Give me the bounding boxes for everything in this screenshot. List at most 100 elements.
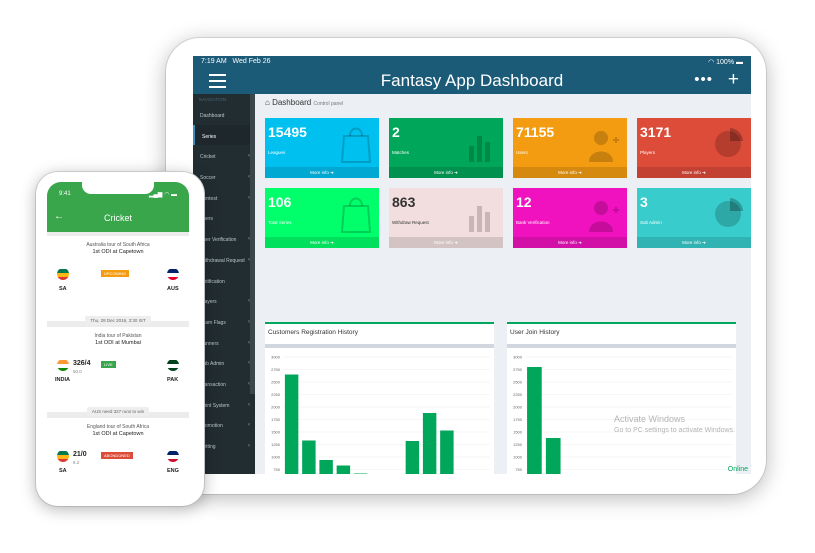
sidebar-item[interactable]: Notification	[193, 270, 255, 291]
arrow-circle-icon: ➜	[454, 240, 458, 245]
sidebar-item[interactable]: Users	[193, 207, 255, 228]
bag-icon	[340, 192, 372, 234]
dashboard-icon: ⌂	[265, 98, 270, 107]
sidebar-item[interactable]: Soccer ‹	[193, 166, 255, 187]
chart-bar[interactable]	[353, 473, 368, 475]
sidebar-scrollbar[interactable]	[250, 94, 255, 394]
team2-flag-icon	[167, 450, 179, 462]
sidebar-item-label: Transaction	[200, 381, 226, 388]
more-menu-button[interactable]: •••	[694, 71, 713, 88]
tablet-status-bar: 7:19 AM Wed Feb 26 ◠ 100% ▬	[193, 56, 751, 68]
more-info-link[interactable]: More info ➜	[637, 237, 751, 248]
y-tick-label: 2000	[271, 405, 281, 410]
sidebar-item[interactable]: Series	[193, 124, 255, 146]
chart-bar[interactable]	[319, 460, 333, 474]
y-tick-label: 1000	[513, 455, 523, 460]
back-arrow-icon[interactable]: ←	[54, 211, 64, 222]
stat-value: 15495	[268, 124, 307, 140]
team2-flag-icon	[167, 359, 179, 371]
stat-box: 12 Bank Verification More info ➜	[513, 188, 627, 248]
chart-bar[interactable]	[440, 430, 454, 475]
chart-bar[interactable]	[422, 413, 437, 474]
sidebar-item[interactable]: User Verification ‹	[193, 228, 255, 249]
user-join-history-panel: User Join History 0250500750100012501500…	[507, 322, 736, 474]
more-info-label: More info	[558, 170, 577, 175]
y-tick-label: 2250	[271, 392, 281, 397]
more-info-link[interactable]: More info ➜	[513, 167, 627, 178]
more-info-link[interactable]: More info ➜	[389, 237, 503, 248]
match-card[interactable]: Australia tour of South Africa 1st ODI at…	[47, 236, 189, 325]
sidebar-item[interactable]: Banners ‹	[193, 332, 255, 353]
add-button[interactable]: +	[727, 69, 739, 90]
battery-icon: ▬	[736, 59, 743, 66]
y-tick-label: 2250	[513, 392, 523, 397]
chevron-left-icon: ‹	[248, 360, 250, 367]
chevron-left-icon: ‹	[248, 422, 250, 429]
sidebar-item-label: Setting	[200, 444, 216, 450]
stat-label: Sub Admin	[640, 220, 662, 225]
chart-bar[interactable]	[336, 465, 351, 475]
stat-label: Matches	[392, 150, 410, 155]
chart-bar[interactable]	[284, 374, 299, 475]
sidebar-item-label: Banners	[200, 340, 219, 347]
match-name: 1st ODI at Capetown	[92, 431, 144, 437]
wifi-icon: ◠	[708, 59, 715, 66]
sidebar-item[interactable]: Setting ‹	[193, 435, 255, 456]
sidebar-item[interactable]: Promotion ‹	[193, 414, 255, 435]
sidebar-item[interactable]: Transaction ‹	[193, 373, 255, 394]
chart-bar[interactable]	[405, 441, 420, 474]
more-info-label: More info	[558, 240, 577, 245]
hamburger-menu-icon[interactable]	[209, 74, 226, 88]
sidebar-item[interactable]: Players ‹	[193, 290, 255, 311]
arrow-circle-icon: ➜	[578, 170, 582, 175]
match-footer: Thu, 28 Dec 2016, 3:30 IST	[85, 316, 151, 325]
stat-label: Leagues	[268, 150, 286, 155]
team1-flag-icon	[57, 359, 69, 371]
more-info-link[interactable]: More info ➜	[265, 237, 379, 248]
team1-flag-icon	[57, 450, 69, 462]
chevron-left-icon: ‹	[248, 298, 250, 305]
page-title: Dashboard	[272, 98, 312, 107]
y-tick-label: 1500	[271, 430, 281, 435]
team1-score: 326/4	[73, 360, 91, 367]
more-info-link[interactable]: More info ➜	[637, 167, 751, 178]
more-info-link[interactable]: More info ➜	[513, 237, 627, 248]
sidebar-item-label: Dashboard	[200, 113, 225, 119]
stat-label: Players	[640, 150, 656, 155]
match-status-badge: LIVE	[101, 361, 116, 368]
team1-overs: 6.2	[73, 460, 80, 465]
arrow-circle-icon: ➜	[702, 240, 706, 245]
sidebar-item[interactable]: Cricket ‹	[193, 145, 255, 166]
match-status-badge: ABONDONED	[101, 452, 133, 459]
more-info-label: More info	[434, 240, 453, 245]
more-info-link[interactable]: More info ➜	[265, 167, 379, 178]
sidebar-item-label: Point System	[200, 402, 230, 409]
stat-box: 863 Withdraw Request More info ➜	[389, 188, 503, 248]
phone-status-time: 9:41	[59, 191, 71, 197]
sidebar-item-label: Players	[200, 299, 217, 306]
chart-bar[interactable]	[302, 440, 316, 475]
arrow-circle-icon: ➜	[454, 170, 458, 175]
arrow-circle-icon: ➜	[578, 240, 582, 245]
match-card[interactable]: India tour of Pakistan 1st ODI at Mumbai I…	[47, 327, 189, 416]
more-info-link[interactable]: More info ➜	[389, 167, 503, 178]
sidebar-item[interactable]: Point System ‹	[193, 394, 255, 415]
sidebar-item[interactable]: Contest ‹	[193, 187, 255, 208]
stat-value: 106	[268, 194, 292, 210]
app-title: Fantasy App Dashboard	[380, 71, 564, 90]
sidebar-item[interactable]: Dashboard	[193, 104, 255, 125]
y-tick-label: 1750	[271, 417, 281, 422]
chart-bar[interactable]	[527, 367, 542, 474]
user-add-icon	[589, 192, 619, 234]
match-card[interactable]: England tour of South Africa 1st ODI at C…	[47, 418, 189, 496]
match-footer: AUS need 327 runs to win	[86, 407, 150, 416]
stat-value: 2	[392, 124, 400, 140]
sidebar-item[interactable]: Team Flags ‹	[193, 311, 255, 332]
stat-label: Bank Verification	[516, 220, 550, 225]
sidebar-item[interactable]: Sub Admin ‹	[193, 352, 255, 373]
bag-icon	[340, 122, 372, 164]
sidebar-item[interactable]: Withdrawal Request ‹	[193, 249, 255, 270]
registration-history-chart: 0250500750100012501500175020002250250027…	[271, 355, 490, 475]
user-add-icon	[589, 122, 619, 164]
chart-bar[interactable]	[545, 438, 561, 474]
